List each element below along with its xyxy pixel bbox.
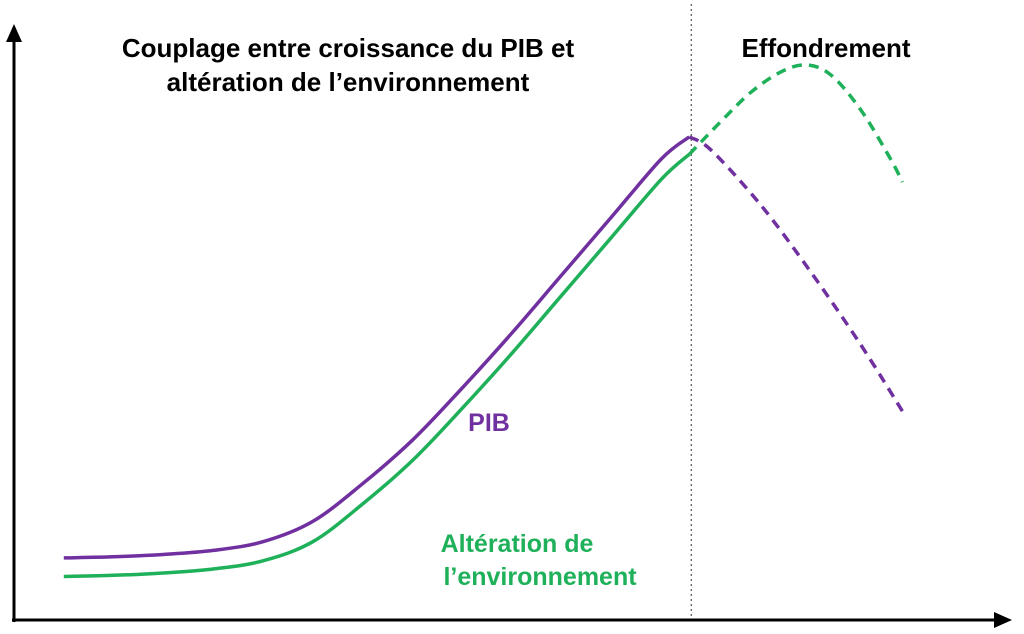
phase-label-coupling-line2: altération de l’environnement [167,67,530,97]
x-axis-arrowhead [994,612,1012,628]
phase-label-collapse: Effondrement [742,33,911,63]
y-axis-arrowhead [6,24,22,42]
series-label-environment-line1: Altération de [441,530,594,558]
series-pib-solid-line [63,135,691,560]
series-environment-solid-line [63,152,691,579]
series-environment-dashed-line [688,63,904,183]
phase-label-coupling-line1: Couplage entre croissance du PIB et [122,33,575,63]
series-label-pib: PIB [468,409,510,437]
series-label-environment-line2: l’environnement [443,563,637,591]
series-pib-dashed-line [688,135,904,413]
